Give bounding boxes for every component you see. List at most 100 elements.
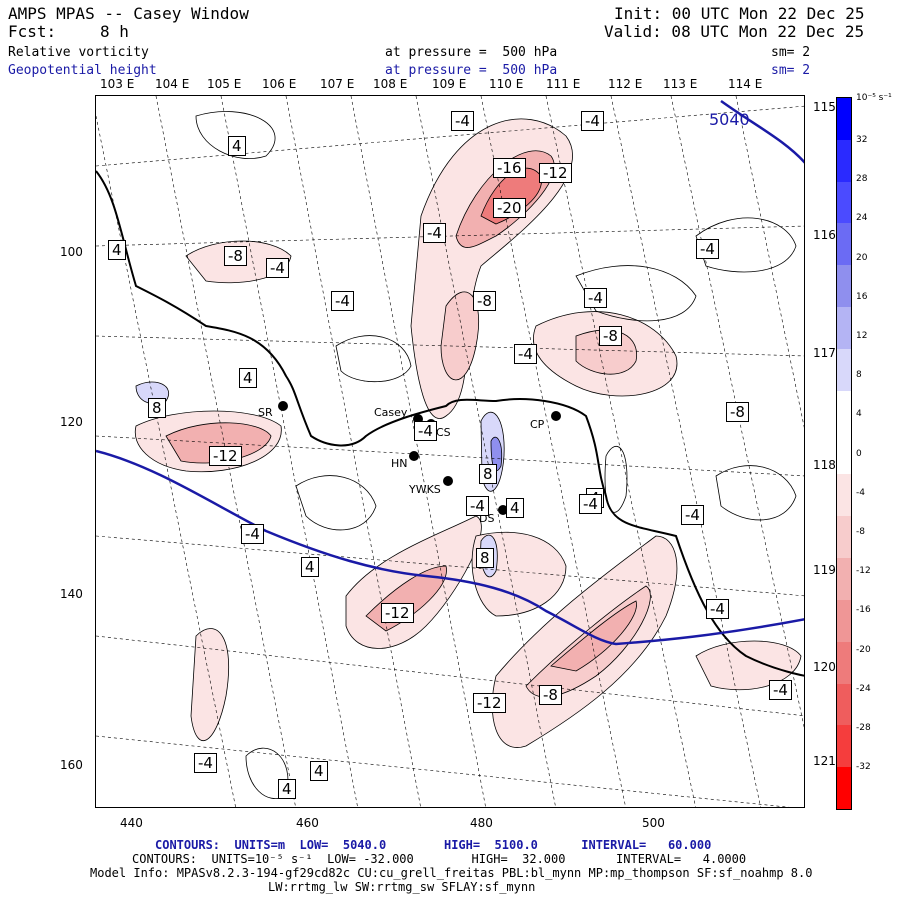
colorbar-label: 24 bbox=[856, 213, 868, 224]
colorbar-label: 4 bbox=[856, 409, 862, 420]
contour-label: -4 bbox=[706, 599, 729, 619]
field1-smoothing: sm= 2 bbox=[771, 45, 811, 60]
init-time: Init: 00 UTC Mon 22 Dec 25 bbox=[614, 4, 865, 23]
colorbar-label: -24 bbox=[856, 683, 871, 694]
contour-label: 4 bbox=[310, 761, 328, 781]
colorbar-segment bbox=[837, 348, 851, 392]
colorbar-label: -32 bbox=[856, 762, 871, 773]
forecast-label: Fcst: bbox=[8, 22, 57, 41]
station-hn-marker[interactable] bbox=[409, 451, 419, 461]
x-tick-label: 440 bbox=[120, 816, 143, 830]
station-ds-marker[interactable] bbox=[498, 505, 508, 515]
contour-label: -4 bbox=[266, 258, 289, 278]
contour-label: -4 bbox=[241, 524, 264, 544]
field2-smoothing: sm= 2 bbox=[771, 63, 811, 78]
contour-label: -8 bbox=[599, 326, 622, 346]
longitude-label: 103 E bbox=[100, 77, 135, 91]
contour-label: 4 bbox=[301, 557, 319, 577]
station-label: Casey bbox=[374, 406, 408, 419]
colorbar-segment bbox=[837, 223, 851, 266]
footer-height-contours: CONTOURS: UNITS=m LOW= 5040.0 HIGH= 5100… bbox=[155, 838, 712, 852]
contour-label: 5040 bbox=[709, 110, 750, 129]
colorbar-segment bbox=[837, 516, 851, 559]
model-title: AMPS MPAS -- Casey Window bbox=[8, 4, 249, 23]
station-ywks-marker[interactable] bbox=[443, 476, 453, 486]
colorbar-label: -8 bbox=[856, 527, 865, 537]
colorbar-label: 8 bbox=[856, 370, 862, 381]
colorbar-label: 32 bbox=[856, 135, 868, 145]
contour-label: 4 bbox=[239, 368, 257, 388]
colorbar-label: 20 bbox=[856, 252, 868, 263]
contour-label: -4 bbox=[451, 111, 474, 131]
valid-time: Valid: 08 UTC Mon 22 Dec 25 bbox=[604, 22, 865, 41]
geopotential-contour bbox=[96, 449, 804, 646]
colorbar-segment bbox=[837, 98, 851, 141]
station-sr-marker[interactable] bbox=[278, 401, 288, 411]
colorbar-segment bbox=[837, 725, 851, 768]
colorbar-segment bbox=[837, 599, 851, 643]
contour-label: 4 bbox=[278, 779, 296, 799]
contour-label: -4 bbox=[514, 344, 537, 364]
contour-label: -4 bbox=[414, 421, 437, 441]
field1-name: Relative vorticity bbox=[8, 45, 149, 60]
longitude-label: 111 E bbox=[546, 77, 581, 91]
contour-label: -12 bbox=[381, 603, 414, 623]
colorbar-label: 0 bbox=[856, 448, 862, 459]
contour-label: -4 bbox=[423, 223, 446, 243]
contour-label: 8 bbox=[479, 464, 497, 484]
longitude-label: 105 E bbox=[207, 77, 242, 91]
longitude-label: 110 E bbox=[489, 77, 524, 91]
station-label: HN bbox=[391, 457, 408, 470]
footer-model-info: Model Info: MPASv8.2.3-194-gf29cd82c CU:… bbox=[90, 866, 813, 880]
y-tick-label: 120 bbox=[60, 415, 83, 429]
vorticity-contours bbox=[195, 111, 797, 799]
contour-label: -4 bbox=[681, 505, 704, 525]
contour-label: -16 bbox=[493, 158, 526, 178]
contour-label: 8 bbox=[148, 398, 166, 418]
contour-label: -8 bbox=[726, 402, 749, 422]
contour-label: -12 bbox=[473, 693, 506, 713]
longitude-label: 109 E bbox=[432, 77, 467, 91]
contour-label: -4 bbox=[194, 753, 217, 773]
contour-label: -8 bbox=[224, 246, 247, 266]
field1-pressure: at pressure = 500 hPa bbox=[385, 45, 558, 60]
station-cp-marker[interactable] bbox=[551, 411, 561, 421]
colorbar-segment bbox=[837, 181, 851, 224]
longitude-label: 104 E bbox=[155, 77, 190, 91]
map-svg bbox=[96, 96, 804, 807]
y-tick-label: 160 bbox=[60, 758, 83, 772]
longitude-label: 106 E bbox=[262, 77, 297, 91]
station-label: SR bbox=[258, 406, 273, 419]
colorbar-segment bbox=[837, 432, 851, 475]
colorbar-label: 16 bbox=[856, 291, 868, 302]
station-casey-marker[interactable] bbox=[413, 414, 423, 424]
contour-label: -12 bbox=[539, 163, 572, 183]
x-tick-label: 460 bbox=[296, 816, 319, 830]
colorbar-segment bbox=[837, 474, 851, 517]
map-plot[interactable]: SR Casey CS CP HN YWKS DS 5040 -4 -4 -16… bbox=[95, 95, 805, 808]
contour-label: -4 bbox=[696, 239, 719, 259]
footer-vorticity-contours: CONTOURS: UNITS=10⁻⁵ s⁻¹ LOW= -32.000 HI… bbox=[132, 852, 747, 866]
coastline bbox=[96, 170, 804, 677]
contour-label: -4 bbox=[769, 680, 792, 700]
contour-label: -4 bbox=[331, 291, 354, 311]
colorbar-unit: 10⁻⁵ s⁻¹ bbox=[856, 93, 892, 103]
longitude-label: 108 E bbox=[373, 77, 408, 91]
contour-label: -8 bbox=[539, 685, 562, 705]
colorbar-label: -28 bbox=[856, 723, 871, 733]
colorbar-segment bbox=[837, 265, 851, 308]
colorbar-label: -16 bbox=[856, 605, 871, 616]
x-tick-label: 480 bbox=[470, 816, 493, 830]
contour-label: 8 bbox=[476, 548, 494, 568]
colorbar-segment bbox=[837, 139, 851, 183]
forecast-hour: 8 h bbox=[100, 22, 129, 41]
colorbar-label: 28 bbox=[856, 174, 868, 185]
contour-label: -8 bbox=[473, 291, 496, 311]
contour-label: 4 bbox=[506, 498, 524, 518]
vorticity-shading bbox=[134, 118, 802, 748]
colorbar-label: -4 bbox=[856, 487, 865, 498]
contour-label: 4 bbox=[108, 240, 126, 260]
station-label: CS bbox=[436, 426, 451, 439]
colorbar-label: -20 bbox=[856, 644, 871, 655]
colorbar-label: 12 bbox=[856, 331, 868, 341]
